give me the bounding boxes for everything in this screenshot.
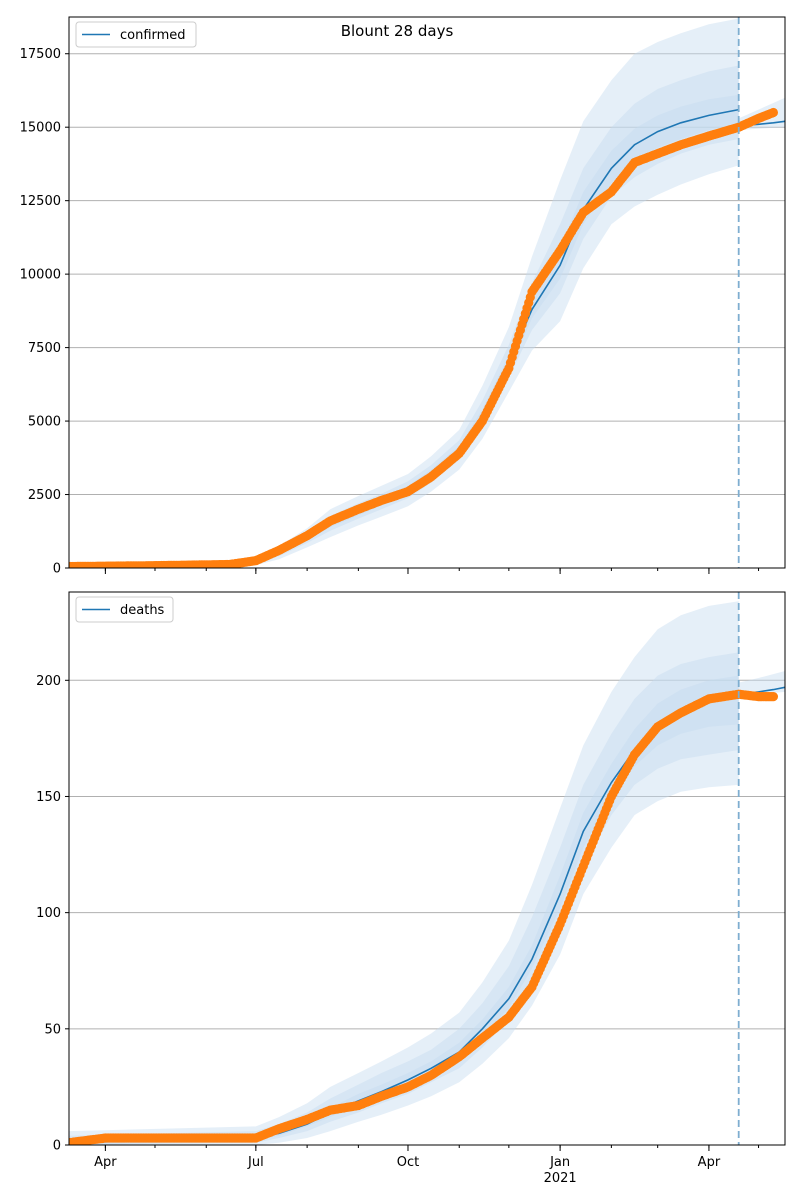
axes-frame	[68, 16, 786, 569]
y-tick-label: 0	[53, 562, 61, 577]
observed-point	[768, 692, 779, 702]
chart-title: Blount 28 days	[341, 22, 454, 40]
y-tick-label: 2500	[28, 488, 61, 503]
uncertainty-band	[69, 18, 739, 568]
legend: deaths	[75, 596, 174, 623]
y-tick-label: 50	[44, 1022, 61, 1037]
x-tick-label: Jul	[247, 1155, 264, 1170]
observed-markers	[69, 107, 779, 568]
y-tick-label: 0	[53, 1139, 61, 1154]
legend-box	[75, 21, 197, 48]
x-tick-label: Apr	[698, 1155, 721, 1170]
uncertainty-band	[69, 652, 739, 1145]
y-tick-label: 17500	[20, 47, 61, 62]
x-tick-label: Jan	[549, 1155, 570, 1170]
uncertainty-band	[69, 94, 739, 568]
chart-panel-2: 0 50 100 150 200 Apr Jul Oct Jan Apr 2021 deaths	[36, 591, 786, 1186]
plot-area	[69, 592, 785, 1145]
y-tick-label: 15000	[20, 121, 61, 136]
y-tick-label: 150	[36, 790, 61, 805]
axes-frame	[68, 591, 786, 1146]
plot-area	[69, 17, 785, 568]
legend: confirmed	[75, 21, 197, 48]
x-tick-label: Oct	[397, 1155, 419, 1170]
x-tick-label: Apr	[94, 1155, 117, 1170]
x-year-label: 2021	[544, 1171, 577, 1186]
legend-box	[75, 596, 174, 623]
y-tick-label: 100	[36, 906, 61, 921]
y-tick-label: 200	[36, 674, 61, 689]
legend-label: confirmed	[120, 28, 186, 43]
y-tick-label: 12500	[20, 194, 61, 209]
observed-point	[768, 107, 779, 118]
uncertainty-band	[69, 601, 739, 1145]
chart-panel-1: 0 2500 5000 7500 10000 12500 15000 17500 confirm…	[20, 16, 786, 577]
y-tick-label: 5000	[28, 415, 61, 430]
legend-label: deaths	[120, 603, 165, 618]
uncertainty-band	[69, 65, 739, 568]
y-tick-label: 7500	[28, 341, 61, 356]
y-tick-label: 10000	[20, 268, 61, 283]
observed-markers	[69, 689, 779, 1145]
